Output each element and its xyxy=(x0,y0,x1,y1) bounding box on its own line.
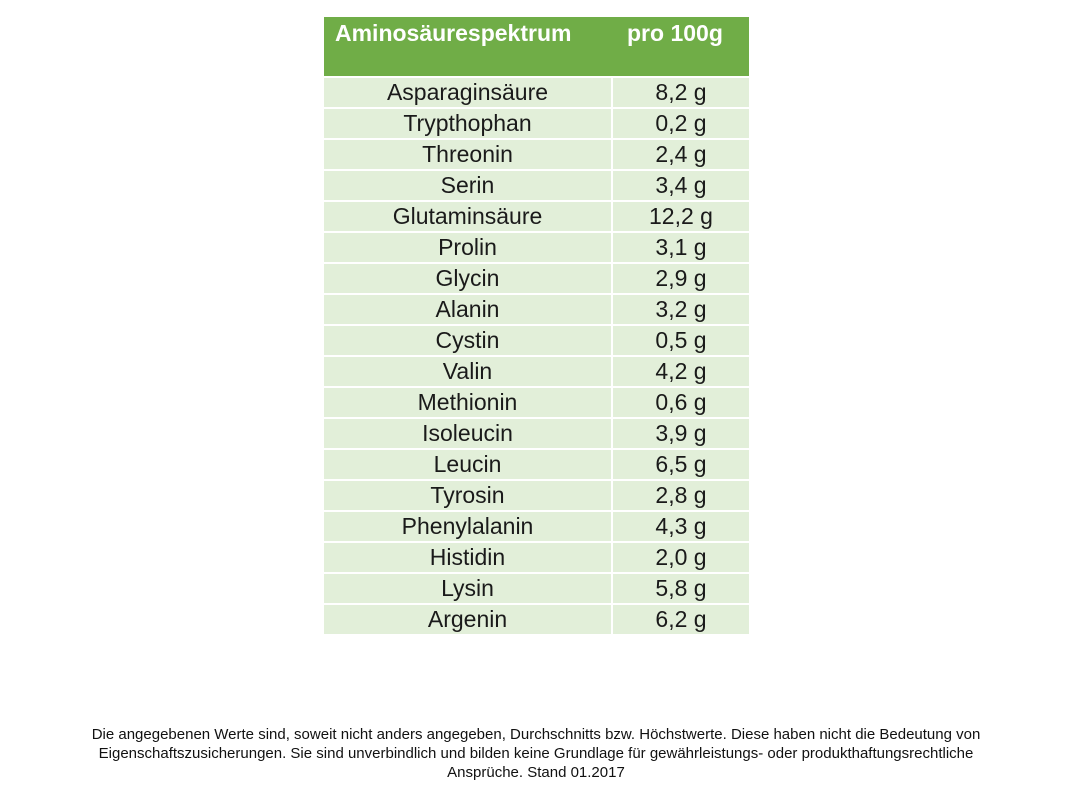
table-row: Isoleucin 3,9 g xyxy=(324,419,749,448)
amino-acid-name: Glutaminsäure xyxy=(324,202,611,231)
amino-acid-name: Lysin xyxy=(324,574,611,603)
amount-value: 2,0 g xyxy=(613,543,749,572)
amino-acid-name: Tyrosin xyxy=(324,481,611,510)
amino-acid-name: Glycin xyxy=(324,264,611,293)
table-row: Valin 4,2 g xyxy=(324,357,749,386)
amount-value: 4,3 g xyxy=(613,512,749,541)
disclaimer-line-1: Die angegebenen Werte sind, soweit nicht… xyxy=(91,726,981,743)
amino-acid-name: Cystin xyxy=(324,326,611,355)
amount-value: 0,6 g xyxy=(613,388,749,417)
amino-acid-name: Argenin xyxy=(324,605,611,634)
disclaimer: Die angegebenen Werte sind, soweit nicht… xyxy=(0,725,1072,782)
amino-acid-table: Aminosäurespektrum pro 100g Asparaginsäu… xyxy=(324,17,749,634)
amino-acid-name: Isoleucin xyxy=(324,419,611,448)
table-row: Asparaginsäure 8,2 g xyxy=(324,78,749,107)
disclaimer-line-3: Ansprüche. Stand 01.2017 xyxy=(447,764,625,781)
table-row: Prolin 3,1 g xyxy=(324,233,749,262)
amino-acid-name: Valin xyxy=(324,357,611,386)
amount-value: 2,8 g xyxy=(613,481,749,510)
table-body: Asparaginsäure 8,2 g Trypthophan 0,2 g Threo… xyxy=(324,78,749,634)
amount-value: 2,4 g xyxy=(613,140,749,169)
amino-acid-name: Asparaginsäure xyxy=(324,78,611,107)
amount-value: 6,5 g xyxy=(613,450,749,479)
header-amino-acid: Aminosäurespektrum xyxy=(335,20,572,46)
amount-value: 3,1 g xyxy=(613,233,749,262)
table-row: Trypthophan 0,2 g xyxy=(324,109,749,138)
disclaimer-line-2: Eigenschaftszusicherungen. Sie sind unve… xyxy=(98,745,974,762)
table-row: Glycin 2,9 g xyxy=(324,264,749,293)
table-row: Glutaminsäure 12,2 g xyxy=(324,202,749,231)
amino-acid-name: Methionin xyxy=(324,388,611,417)
amount-value: 5,8 g xyxy=(613,574,749,603)
table-row: Lysin 5,8 g xyxy=(324,574,749,603)
amount-value: 0,2 g xyxy=(613,109,749,138)
amino-acid-name: Trypthophan xyxy=(324,109,611,138)
amount-value: 3,2 g xyxy=(613,295,749,324)
table-row: Alanin 3,2 g xyxy=(324,295,749,324)
table-row: Tyrosin 2,8 g xyxy=(324,481,749,510)
table-row: Methionin 0,6 g xyxy=(324,388,749,417)
table-row: Histidin 2,0 g xyxy=(324,543,749,572)
table-row: Leucin 6,5 g xyxy=(324,450,749,479)
amount-value: 0,5 g xyxy=(613,326,749,355)
amount-value: 6,2 g xyxy=(613,605,749,634)
table-row: Phenylalanin 4,3 g xyxy=(324,512,749,541)
amount-value: 12,2 g xyxy=(613,202,749,231)
amino-acid-name: Prolin xyxy=(324,233,611,262)
amino-acid-name: Histidin xyxy=(324,543,611,572)
amount-value: 4,2 g xyxy=(613,357,749,386)
amount-value: 3,4 g xyxy=(613,171,749,200)
table-row: Cystin 0,5 g xyxy=(324,326,749,355)
amount-value: 3,9 g xyxy=(613,419,749,448)
amino-acid-name: Leucin xyxy=(324,450,611,479)
amount-value: 2,9 g xyxy=(613,264,749,293)
table-row: Serin 3,4 g xyxy=(324,171,749,200)
table-row: Argenin 6,2 g xyxy=(324,605,749,634)
table-row: Threonin 2,4 g xyxy=(324,140,749,169)
header-per-100g: pro 100g xyxy=(627,20,723,46)
amount-value: 8,2 g xyxy=(613,78,749,107)
amino-acid-name: Alanin xyxy=(324,295,611,324)
amino-acid-name: Serin xyxy=(324,171,611,200)
amino-acid-name: Threonin xyxy=(324,140,611,169)
table-header: Aminosäurespektrum pro 100g xyxy=(324,17,749,76)
amino-acid-name: Phenylalanin xyxy=(324,512,611,541)
